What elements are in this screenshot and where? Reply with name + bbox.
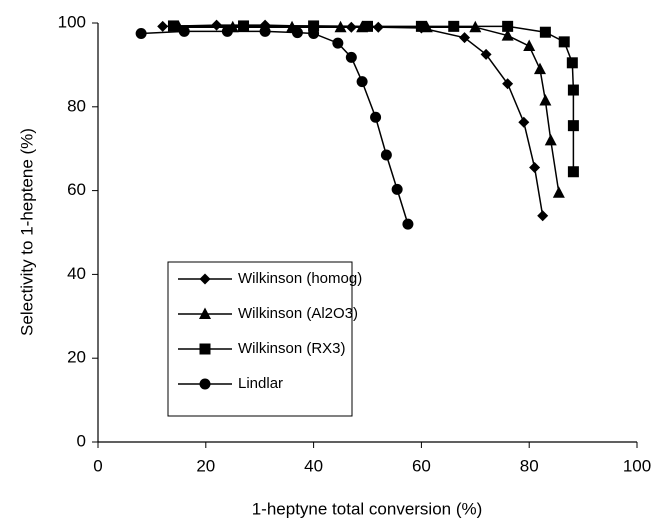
marker [566,57,578,69]
series-line [162,24,544,216]
series-line [141,30,409,225]
marker [259,25,271,37]
marker [537,210,549,222]
legend-box [167,261,353,417]
marker [167,20,179,32]
x-tick-label: 60 [412,456,431,475]
marker [501,29,514,41]
marker [502,20,514,32]
marker [221,25,233,37]
marker [558,36,570,48]
x-axis-label: 1-heptyne total conversion (%) [252,499,483,518]
marker [567,120,579,132]
marker [539,94,552,106]
x-tick-label: 80 [520,456,539,475]
marker [199,378,211,390]
marker [332,37,344,49]
y-tick-label: 0 [77,431,86,450]
marker [402,218,414,230]
marker [211,19,223,31]
marker [523,39,536,52]
x-tick-label: 40 [304,456,323,475]
marker [308,20,320,32]
legend-label: Wilkinson (Al2O3) [238,305,358,322]
marker [199,307,211,319]
legend-label: Wilkinson (RX3) [238,340,346,357]
marker [370,111,382,123]
marker [291,27,303,39]
marker [380,149,392,161]
y-tick-label: 80 [67,96,86,115]
marker [308,27,320,39]
marker [567,166,579,178]
marker [480,48,492,60]
marker [199,273,211,285]
marker [502,78,514,90]
y-tick-label: 100 [58,12,86,31]
x-tick-label: 100 [623,456,651,475]
marker [157,20,169,32]
marker [533,62,546,75]
marker [518,116,530,128]
marker [178,25,190,37]
marker [238,20,250,32]
legend: Wilkinson (homog) Wilkinson (Al2O3) Wilkin… [167,261,362,417]
marker [415,20,427,32]
marker [391,183,403,195]
marker [345,51,357,63]
marker [135,27,147,39]
marker [544,133,557,146]
legend-label: Lindlar [238,375,283,392]
y-axis-label: Selectivity to 1-heptene (%) [17,128,36,336]
marker [567,84,579,96]
x-tick-label: 0 [93,456,102,475]
marker [529,162,541,174]
marker [199,343,211,355]
series-line [178,26,560,193]
marker [448,20,460,32]
y-tick-label: 60 [67,180,86,199]
marker [356,76,368,88]
marker [362,20,373,32]
marker [459,32,471,44]
marker [539,26,551,38]
x-tick-label: 20 [196,456,215,475]
legend-label: Wilkinson (homog) [238,270,362,287]
marker [552,186,565,198]
y-tick-label: 40 [67,264,86,283]
y-tick-label: 20 [67,348,86,367]
